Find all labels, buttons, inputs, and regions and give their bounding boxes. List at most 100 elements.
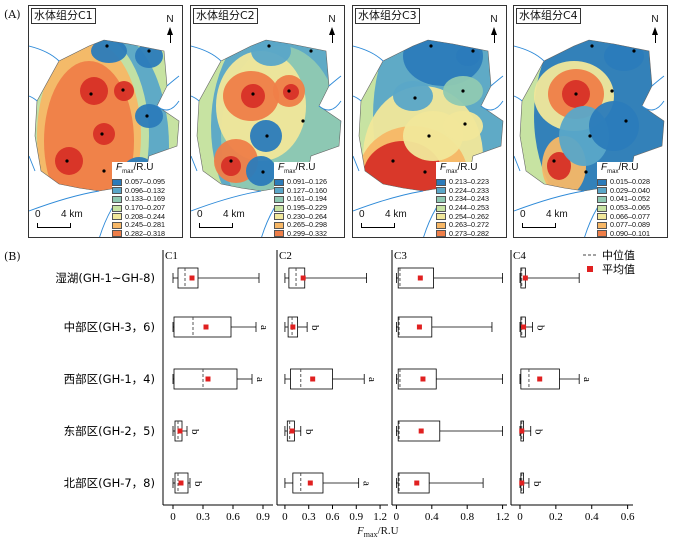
category-label: 北部区(GH-7，8) [64, 476, 155, 490]
legend-swatch [436, 195, 446, 203]
north-label: N [490, 14, 498, 25]
legend-title: Fmax/R.U [116, 162, 154, 175]
legend-swatch [274, 204, 284, 212]
significance-letter: b [192, 481, 204, 487]
tick-label: 0 [170, 511, 176, 523]
legend-item: 0.029–0.040 [597, 186, 665, 196]
category-label: 西部区(GH-1，4) [64, 372, 155, 386]
legend-swatch [597, 178, 607, 186]
box-panel-c3: C3 0 0.4 0.8 1.2 [391, 250, 510, 523]
mean-legend-marker [587, 266, 593, 272]
median-legend-label: 中位值 [602, 248, 635, 262]
legend-swatch [436, 178, 446, 186]
legend-title: Fmax/R.U [278, 162, 316, 175]
box: a [284, 472, 373, 494]
legend-label: 0.133–0.169 [125, 194, 165, 204]
legend-label: 0.245–0.281 [125, 220, 165, 230]
legend-label: 0.244–0.253 [449, 203, 489, 213]
scale-label: 4 km [385, 209, 407, 220]
box: a [284, 368, 378, 390]
legend-swatch [274, 230, 284, 237]
legend-item: 0.161–0.194 [274, 195, 342, 204]
scale-label: 4 km [61, 209, 83, 220]
tick-label: 0.4 [425, 511, 439, 523]
north-arrow-icon: N [326, 14, 338, 43]
legend-label: 0.282–0.318 [125, 228, 165, 238]
mean-marker [189, 275, 195, 281]
legend-item: 0.245–0.281 [112, 221, 180, 230]
legend-label: 0.015–0.028 [610, 177, 650, 187]
map-panel-c3: 水体组分C3 N Fmax/R.U 0.213–0.223 0.224–0.233 0.2… [352, 5, 507, 238]
legend-item: 0.273–0.282 [436, 228, 504, 238]
legend-label: 0.077–0.089 [610, 220, 650, 230]
box: a [519, 368, 593, 390]
box-panel-c4: C4 0 0.2 0.4 0.6 b a b b [510, 250, 635, 523]
legend-swatch [597, 195, 607, 203]
panel-a-label: (A) [4, 8, 21, 21]
legend-label: 0.273–0.282 [449, 228, 489, 238]
legend-item: 0.282–0.318 [112, 228, 180, 238]
box-iqr [397, 472, 430, 494]
legend-item: 0.299–0.332 [274, 229, 342, 237]
box: b [519, 420, 545, 442]
legend-item: 0.041–0.052 [597, 195, 665, 204]
north-arrow-icon: N [488, 14, 500, 43]
tick-label: 0.2 [549, 511, 563, 523]
mean-marker [519, 480, 525, 486]
significance-letter: a [254, 377, 266, 382]
box: b [519, 316, 547, 338]
north-label: N [166, 14, 174, 25]
map-title: 水体组分C1 [31, 8, 96, 24]
legend-label: 0.053–0.065 [610, 203, 650, 213]
tick-label: 0.3 [302, 511, 316, 523]
legend-label: 0.208–0.244 [125, 211, 165, 221]
box: b [519, 472, 543, 494]
legend-item: 0.057–0.095 [112, 178, 180, 187]
tick-label: 1.2 [496, 511, 510, 523]
mean-marker [177, 428, 183, 434]
legend-swatch [274, 213, 284, 221]
legend-title: Fmax/R.U [601, 162, 639, 175]
legend-swatch [274, 187, 284, 195]
legend-label: 0.254–0.262 [449, 211, 489, 221]
legend-label: 0.066–0.077 [610, 211, 650, 221]
significance-letter: a [361, 481, 373, 486]
box-iqr [397, 368, 437, 390]
box-panel-c2: C2 0 0.3 0.6 0.9 1.2 b a b a [276, 250, 388, 523]
significance-letter: b [303, 429, 315, 435]
tick-label: 0.4 [585, 511, 599, 523]
legend-swatch [112, 204, 122, 212]
legend-item: 0.254–0.262 [436, 212, 504, 221]
legend-swatch [274, 195, 284, 203]
scale-bar: 0 4 km [520, 209, 622, 231]
mean-marker [205, 376, 211, 382]
box-iqr [173, 316, 232, 338]
mean-marker [519, 428, 525, 434]
legend-item: 0.090–0.101 [597, 229, 665, 237]
legend-swatch [112, 230, 122, 237]
tick-label: 1.2 [373, 511, 387, 523]
legend-label: 0.195–0.229 [287, 203, 327, 213]
panel-name: C2 [279, 250, 292, 262]
legend-item: 0.208–0.244 [112, 212, 180, 221]
legend-item: 0.265–0.298 [274, 221, 342, 230]
legend-label: 0.170–0.207 [125, 203, 165, 213]
box [396, 267, 503, 289]
box-iqr [397, 267, 434, 289]
legend-swatch [112, 221, 122, 229]
map-legend: Fmax/R.U 0.213–0.223 0.224–0.233 0.234–0.24… [436, 162, 504, 238]
legend-item: 0.244–0.253 [436, 204, 504, 213]
scale-zero: 0 [520, 209, 526, 220]
mean-marker [289, 428, 295, 434]
box-iqr [397, 316, 433, 338]
mean-marker [300, 275, 306, 281]
mean-marker [418, 428, 424, 434]
box: a [172, 368, 266, 390]
mean-marker [178, 480, 184, 486]
category-label: 湿湖(GH-1~GH-8) [55, 271, 155, 285]
mean-marker [417, 275, 423, 281]
legend-item: 0.133–0.169 [112, 195, 180, 204]
legend-label: 0.230–0.264 [287, 211, 327, 221]
significance-letter: b [531, 481, 543, 487]
legend-item: 0.230–0.264 [274, 212, 342, 221]
